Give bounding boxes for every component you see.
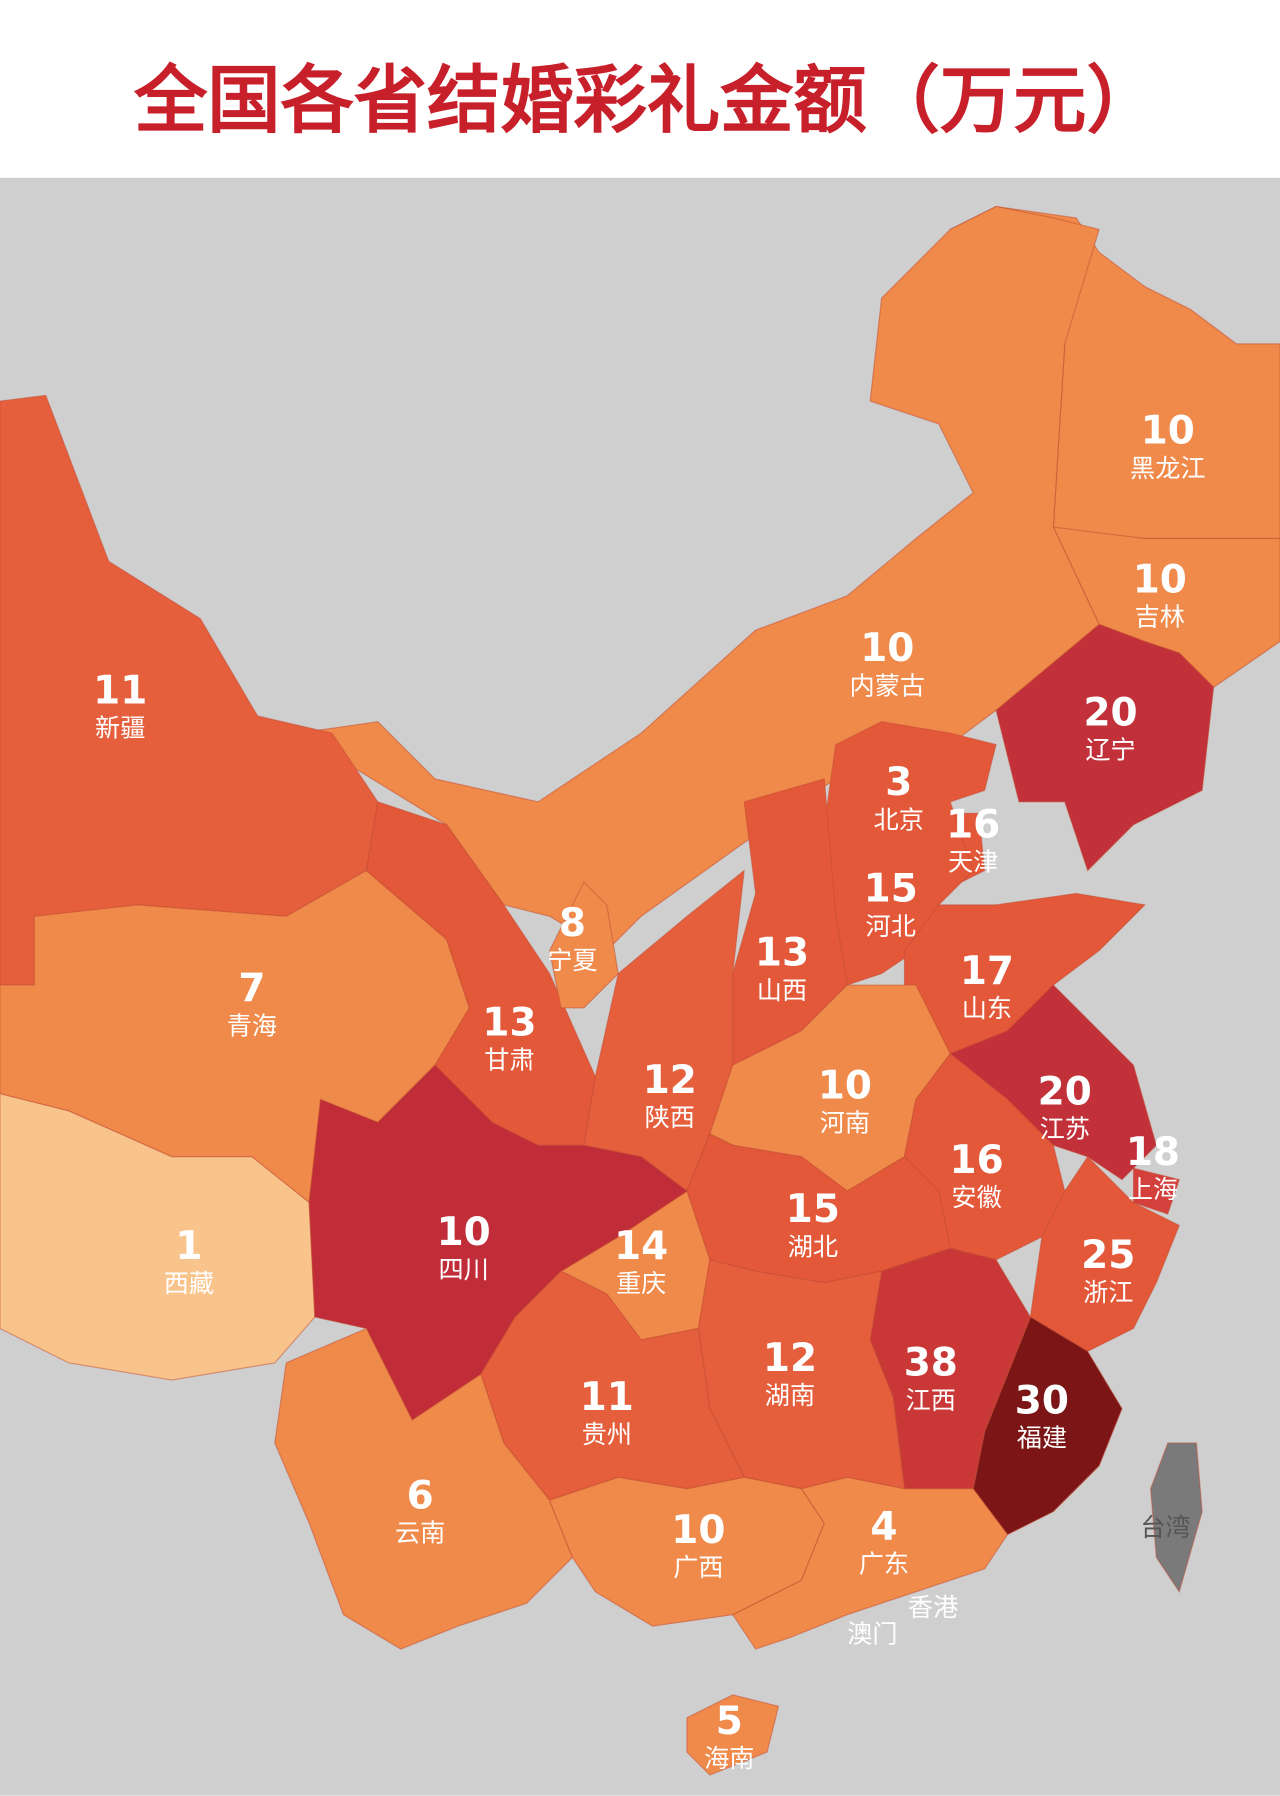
province-name: 黑龙江 xyxy=(1130,454,1206,483)
province-value: 4 xyxy=(870,1504,897,1549)
province-region xyxy=(1029,1155,1180,1353)
taiwan-shape xyxy=(1150,1442,1203,1594)
province-value: 16 xyxy=(946,803,1000,848)
regions xyxy=(0,205,1280,1776)
province-name: 云南 xyxy=(395,1519,445,1548)
province-name: 辽宁 xyxy=(1085,735,1135,764)
province-value: 14 xyxy=(614,1224,668,1269)
province-value: 10 xyxy=(671,1508,725,1553)
province-value: 15 xyxy=(786,1187,840,1232)
province-region xyxy=(1132,1167,1180,1215)
province-name: 重庆 xyxy=(616,1269,666,1298)
province-region xyxy=(686,1694,780,1776)
province-name: 吉林 xyxy=(1135,603,1185,632)
province-value: 1 xyxy=(175,1224,202,1269)
province-name: 海南 xyxy=(704,1744,754,1773)
province-value: 11 xyxy=(580,1375,634,1420)
province-name: 陕西 xyxy=(645,1103,695,1132)
province-name: 广西 xyxy=(673,1553,723,1582)
province-value: 16 xyxy=(950,1138,1004,1183)
chart-title: 全国各省结婚彩礼金额（万元） xyxy=(133,59,1160,144)
province-region xyxy=(995,623,1215,872)
province-name: 青海 xyxy=(227,1011,277,1040)
province-value: 8 xyxy=(559,901,586,946)
province-value: 13 xyxy=(482,1001,536,1046)
province-region xyxy=(296,205,1100,952)
province-value: 10 xyxy=(860,626,914,671)
province-name: 河南 xyxy=(820,1109,870,1138)
province-value: 7 xyxy=(238,966,265,1011)
province-name: 贵州 xyxy=(582,1420,632,1449)
province-value: 10 xyxy=(1141,409,1195,454)
region-label: 澳门 xyxy=(847,1619,897,1648)
province-value: 12 xyxy=(763,1336,817,1381)
province-value: 10 xyxy=(1133,558,1187,603)
province-name: 浙江 xyxy=(1083,1278,1133,1307)
province-name: 湖南 xyxy=(765,1381,815,1410)
province-name: 天津 xyxy=(948,848,998,877)
title-band xyxy=(0,0,1280,178)
province-region xyxy=(274,1327,574,1650)
province-name: 江苏 xyxy=(1040,1114,1090,1143)
province-value: 10 xyxy=(818,1064,872,1109)
province-name: 湖北 xyxy=(788,1232,838,1261)
province-name: 广东 xyxy=(859,1549,909,1578)
province-value: 12 xyxy=(643,1058,697,1103)
province-name: 四川 xyxy=(439,1255,489,1284)
province-name: 宁夏 xyxy=(547,946,597,975)
region-label: 台湾 xyxy=(1140,1513,1190,1542)
province-name: 内蒙古 xyxy=(850,671,926,700)
province-value: 38 xyxy=(904,1341,958,1386)
province-name: 福建 xyxy=(1017,1424,1067,1453)
province-value: 11 xyxy=(93,669,147,714)
province-value: 18 xyxy=(1126,1130,1180,1175)
province-value: 20 xyxy=(1083,690,1137,735)
province-region xyxy=(731,1476,1009,1650)
province-value: 6 xyxy=(407,1473,434,1518)
province-value: 25 xyxy=(1081,1233,1135,1278)
province-value: 13 xyxy=(755,931,809,976)
province-value: 3 xyxy=(885,760,912,805)
province-name: 江西 xyxy=(906,1386,956,1415)
province-name: 西藏 xyxy=(164,1269,214,1298)
province-name: 安徽 xyxy=(951,1183,1001,1212)
province-name: 甘肃 xyxy=(484,1046,534,1075)
province-value: 20 xyxy=(1038,1069,1092,1114)
province-name: 上海 xyxy=(1128,1175,1178,1204)
region-label: 香港 xyxy=(908,1593,958,1622)
province-name: 山西 xyxy=(757,976,807,1005)
province-name: 山东 xyxy=(962,994,1012,1023)
province-name: 北京 xyxy=(874,805,924,834)
province-name: 河北 xyxy=(866,912,916,941)
province-value: 5 xyxy=(716,1699,743,1744)
province-name: 新疆 xyxy=(95,714,145,743)
province-value: 10 xyxy=(437,1210,491,1255)
province-value: 30 xyxy=(1015,1378,1069,1423)
province-value: 15 xyxy=(864,867,918,912)
province-value: 17 xyxy=(960,949,1014,994)
